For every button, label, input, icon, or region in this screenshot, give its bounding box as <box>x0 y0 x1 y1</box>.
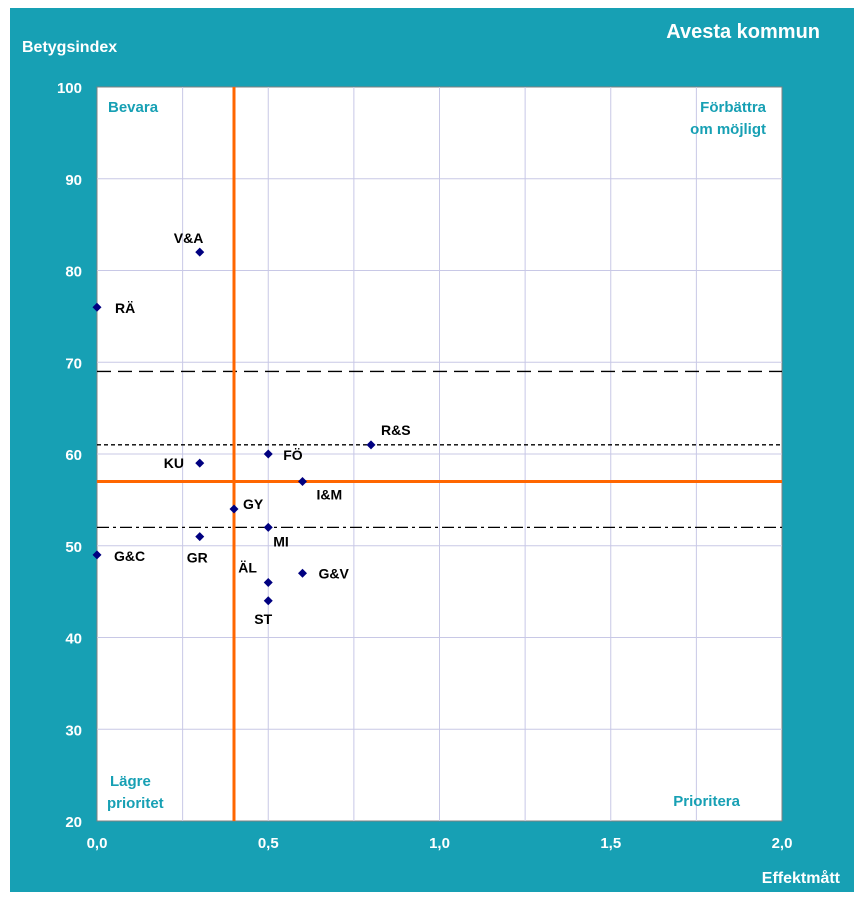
data-point-marker <box>263 596 273 606</box>
y-tick-label: 20 <box>65 814 82 831</box>
data-point-label: RÄ <box>115 300 135 316</box>
quadrant-label-top-right-line2: om möjligt <box>690 121 766 138</box>
data-point-marker <box>229 504 239 514</box>
y-tick-label: 100 <box>57 80 82 97</box>
y-tick-label: 40 <box>65 631 82 648</box>
data-point-label: GR <box>187 550 208 566</box>
x-tick-label: 0,5 <box>258 835 279 852</box>
data-point-marker <box>195 247 205 257</box>
data-point-label: KU <box>164 455 184 471</box>
data-point-label: ST <box>254 611 272 627</box>
y-tick-label: 90 <box>65 172 82 189</box>
data-point-marker <box>263 449 273 459</box>
y-axis-label: Betygsindex <box>22 39 117 56</box>
data-point-label: R&S <box>381 422 411 438</box>
x-tick-label: 0,0 <box>87 835 108 852</box>
x-tick-label: 2,0 <box>772 835 793 852</box>
threshold-lines <box>97 87 782 821</box>
grid-lines <box>97 87 782 821</box>
x-tick-label: 1,0 <box>429 835 450 852</box>
data-point-label: G&V <box>319 565 350 581</box>
y-tick-label: 60 <box>65 447 82 464</box>
data-point-marker <box>366 440 376 450</box>
y-tick-label: 80 <box>65 264 82 281</box>
data-point-marker <box>92 302 102 312</box>
quadrant-label-bottom-right: Prioritera <box>673 793 740 810</box>
data-points: V&A RÄ R&S FÖ KU I&M GY MI GR G&C G&V ÄL ST <box>92 230 411 627</box>
data-point-label: V&A <box>174 230 204 246</box>
quadrant-label-bottom-left-line2: prioritet <box>107 795 164 812</box>
data-point-label: GY <box>243 496 264 512</box>
data-point-marker <box>195 532 205 542</box>
data-point-label: MI <box>273 533 289 549</box>
data-point-label: I&M <box>317 487 343 503</box>
data-point-label: G&C <box>114 548 145 564</box>
data-point-marker <box>195 458 205 468</box>
data-point-marker <box>263 522 273 532</box>
y-tick-label: 70 <box>65 355 82 372</box>
y-tick-label: 50 <box>65 539 82 556</box>
data-point-marker <box>92 550 102 560</box>
data-point-marker <box>263 577 273 587</box>
x-tick-labels: 0,0 0,5 1,0 1,5 2,0 <box>87 835 793 852</box>
quadrant-label-bottom-left-line1: Lägre <box>110 773 151 790</box>
quadrant-label-top-left: Bevara <box>108 99 159 116</box>
y-tick-label: 30 <box>65 722 82 739</box>
chart-title: Avesta kommun <box>666 21 820 43</box>
y-tick-labels: 20 30 40 50 60 70 80 90 100 <box>57 80 82 831</box>
x-tick-label: 1,5 <box>600 835 621 852</box>
data-point-label: ÄL <box>238 559 257 575</box>
data-point-marker <box>298 477 307 487</box>
x-axis-label: Effektmått <box>762 869 841 887</box>
reference-lines <box>97 370 782 529</box>
data-point-label: FÖ <box>283 447 303 463</box>
data-point-marker <box>298 568 307 578</box>
quadrant-label-top-right-line1: Förbättra <box>700 99 766 116</box>
